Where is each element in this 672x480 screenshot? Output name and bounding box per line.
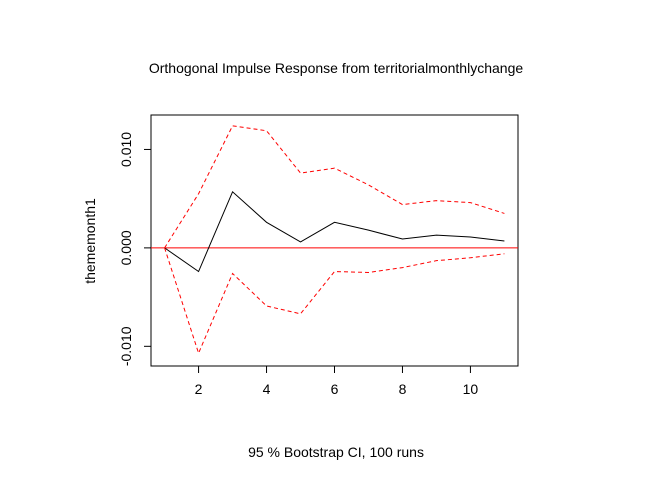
x-tick-label-6: 6 <box>331 381 339 397</box>
x-tick-label-8: 8 <box>399 381 407 397</box>
x-axis-label: 95 % Bootstrap CI, 100 runs <box>248 444 424 460</box>
x-tick-label-2: 2 <box>195 381 203 397</box>
chart-title: Orthogonal Impulse Response from territo… <box>149 60 524 76</box>
plot-frame <box>150 114 519 367</box>
upper-ci-line <box>164 125 505 249</box>
y-axis-label: thememonth1 <box>82 198 98 284</box>
x-tick-label-4: 4 <box>263 381 271 397</box>
y-tick-label-2: 0.010 <box>118 132 134 167</box>
x-tick-label-10: 10 <box>463 381 479 397</box>
plot-area: 2 4 6 8 10 -0.010 0.000 0.010 <box>118 114 519 397</box>
y-tick-label-1: 0.000 <box>118 230 134 265</box>
impulse-response-line <box>164 190 505 273</box>
y-tick-label-0: -0.010 <box>118 326 134 366</box>
lower-ci-line <box>164 247 505 355</box>
